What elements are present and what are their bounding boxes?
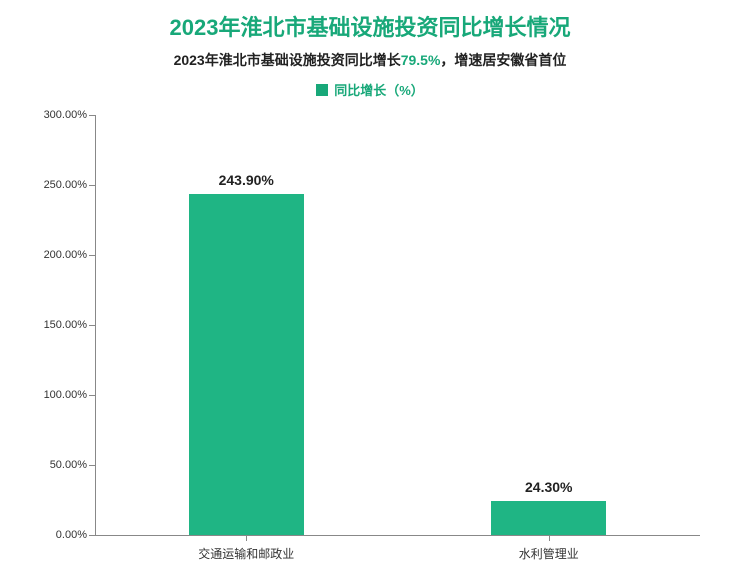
legend-swatch [316, 84, 328, 96]
y-tick-label: 200.00% [31, 249, 87, 261]
legend-label: 同比增长（%） [334, 80, 424, 99]
y-axis [95, 115, 96, 535]
y-tick-label: 100.00% [31, 389, 87, 401]
x-axis [95, 535, 700, 536]
y-tick-mark [89, 185, 95, 186]
y-tick-mark [89, 255, 95, 256]
y-tick-mark [89, 465, 95, 466]
y-tick-label: 300.00% [31, 109, 87, 121]
chart-legend: 同比增长（%） [0, 70, 740, 99]
y-tick-label: 150.00% [31, 319, 87, 331]
bar-value-label: 243.90% [219, 172, 274, 188]
x-category-label: 交通运输和邮政业 [198, 545, 294, 562]
x-tick-mark [549, 535, 550, 541]
y-tick-mark [89, 535, 95, 536]
y-tick-label: 250.00% [31, 179, 87, 191]
bar [491, 501, 606, 535]
subtitle-prefix: 2023年淮北市基础设施投资同比增长 [174, 52, 401, 68]
chart-subtitle: 2023年淮北市基础设施投资同比增长79.5%，增速居安徽省首位 [0, 42, 740, 70]
y-tick-label: 50.00% [31, 459, 87, 471]
y-tick-label: 0.00% [31, 529, 87, 541]
x-category-label: 水利管理业 [519, 545, 579, 562]
chart-title: 2023年淮北市基础设施投资同比增长情况 [0, 0, 740, 42]
y-tick-mark [89, 325, 95, 326]
bar [189, 194, 304, 535]
chart-container: 2023年淮北市基础设施投资同比增长情况 2023年淮北市基础设施投资同比增长7… [0, 0, 740, 583]
subtitle-highlight: 79.5% [401, 52, 441, 68]
subtitle-suffix: ，增速居安徽省首位 [440, 52, 566, 68]
y-tick-mark [89, 395, 95, 396]
x-tick-mark [246, 535, 247, 541]
plot-area: 0.00%50.00%100.00%150.00%200.00%250.00%3… [95, 115, 700, 535]
y-tick-mark [89, 115, 95, 116]
bar-value-label: 24.30% [525, 479, 572, 495]
